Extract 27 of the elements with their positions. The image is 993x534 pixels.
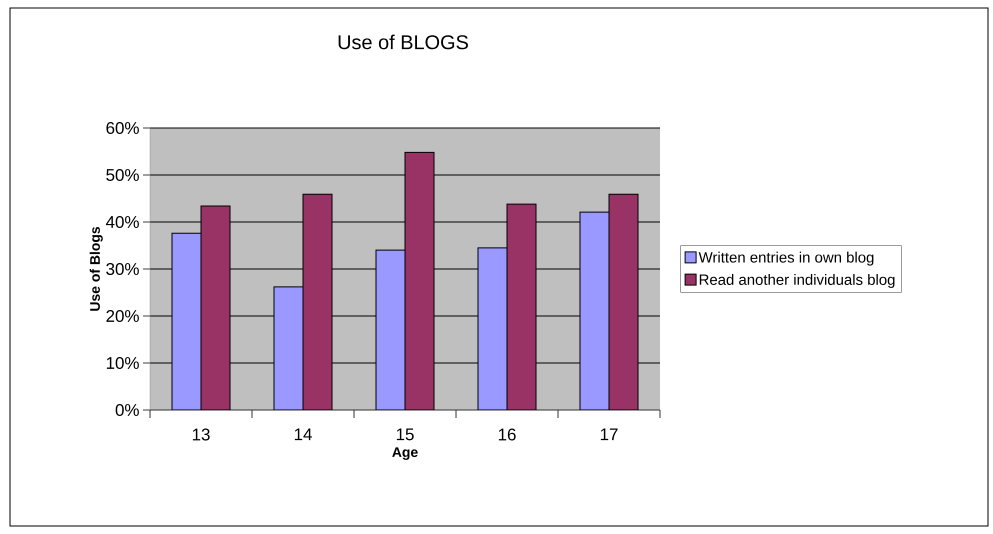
y-tick-label: 40% bbox=[106, 216, 139, 228]
bar bbox=[302, 194, 333, 410]
y-tick-label: 60% bbox=[106, 122, 139, 134]
x-tick-label: 17 bbox=[600, 428, 618, 440]
x-tick-label: 13 bbox=[192, 428, 210, 440]
x-tick-label: 14 bbox=[294, 428, 312, 440]
x-tick-label: 15 bbox=[396, 428, 414, 440]
bar bbox=[200, 206, 231, 410]
y-axis-title: Use of Blogs bbox=[90, 226, 103, 311]
bar bbox=[580, 212, 610, 410]
bar bbox=[506, 204, 537, 410]
y-tick-label: 30% bbox=[106, 262, 139, 275]
bar bbox=[404, 152, 435, 410]
legend-label: Written entries in own blog bbox=[698, 252, 874, 266]
y-tick-label: 10% bbox=[106, 356, 139, 369]
bar bbox=[376, 250, 406, 410]
bar bbox=[172, 232, 202, 410]
bar bbox=[274, 286, 304, 410]
x-axis-title: Age bbox=[392, 447, 418, 460]
y-tick-label: 20% bbox=[106, 310, 139, 322]
legend-label: Read another individuals blog bbox=[700, 274, 894, 288]
bar bbox=[478, 247, 508, 410]
y-tick-label: 50% bbox=[106, 168, 139, 181]
x-tick-label: 16 bbox=[498, 428, 516, 440]
chart-title: Use of BLOGS bbox=[338, 34, 468, 50]
bar bbox=[608, 194, 639, 410]
y-tick-label: 0% bbox=[116, 404, 139, 416]
